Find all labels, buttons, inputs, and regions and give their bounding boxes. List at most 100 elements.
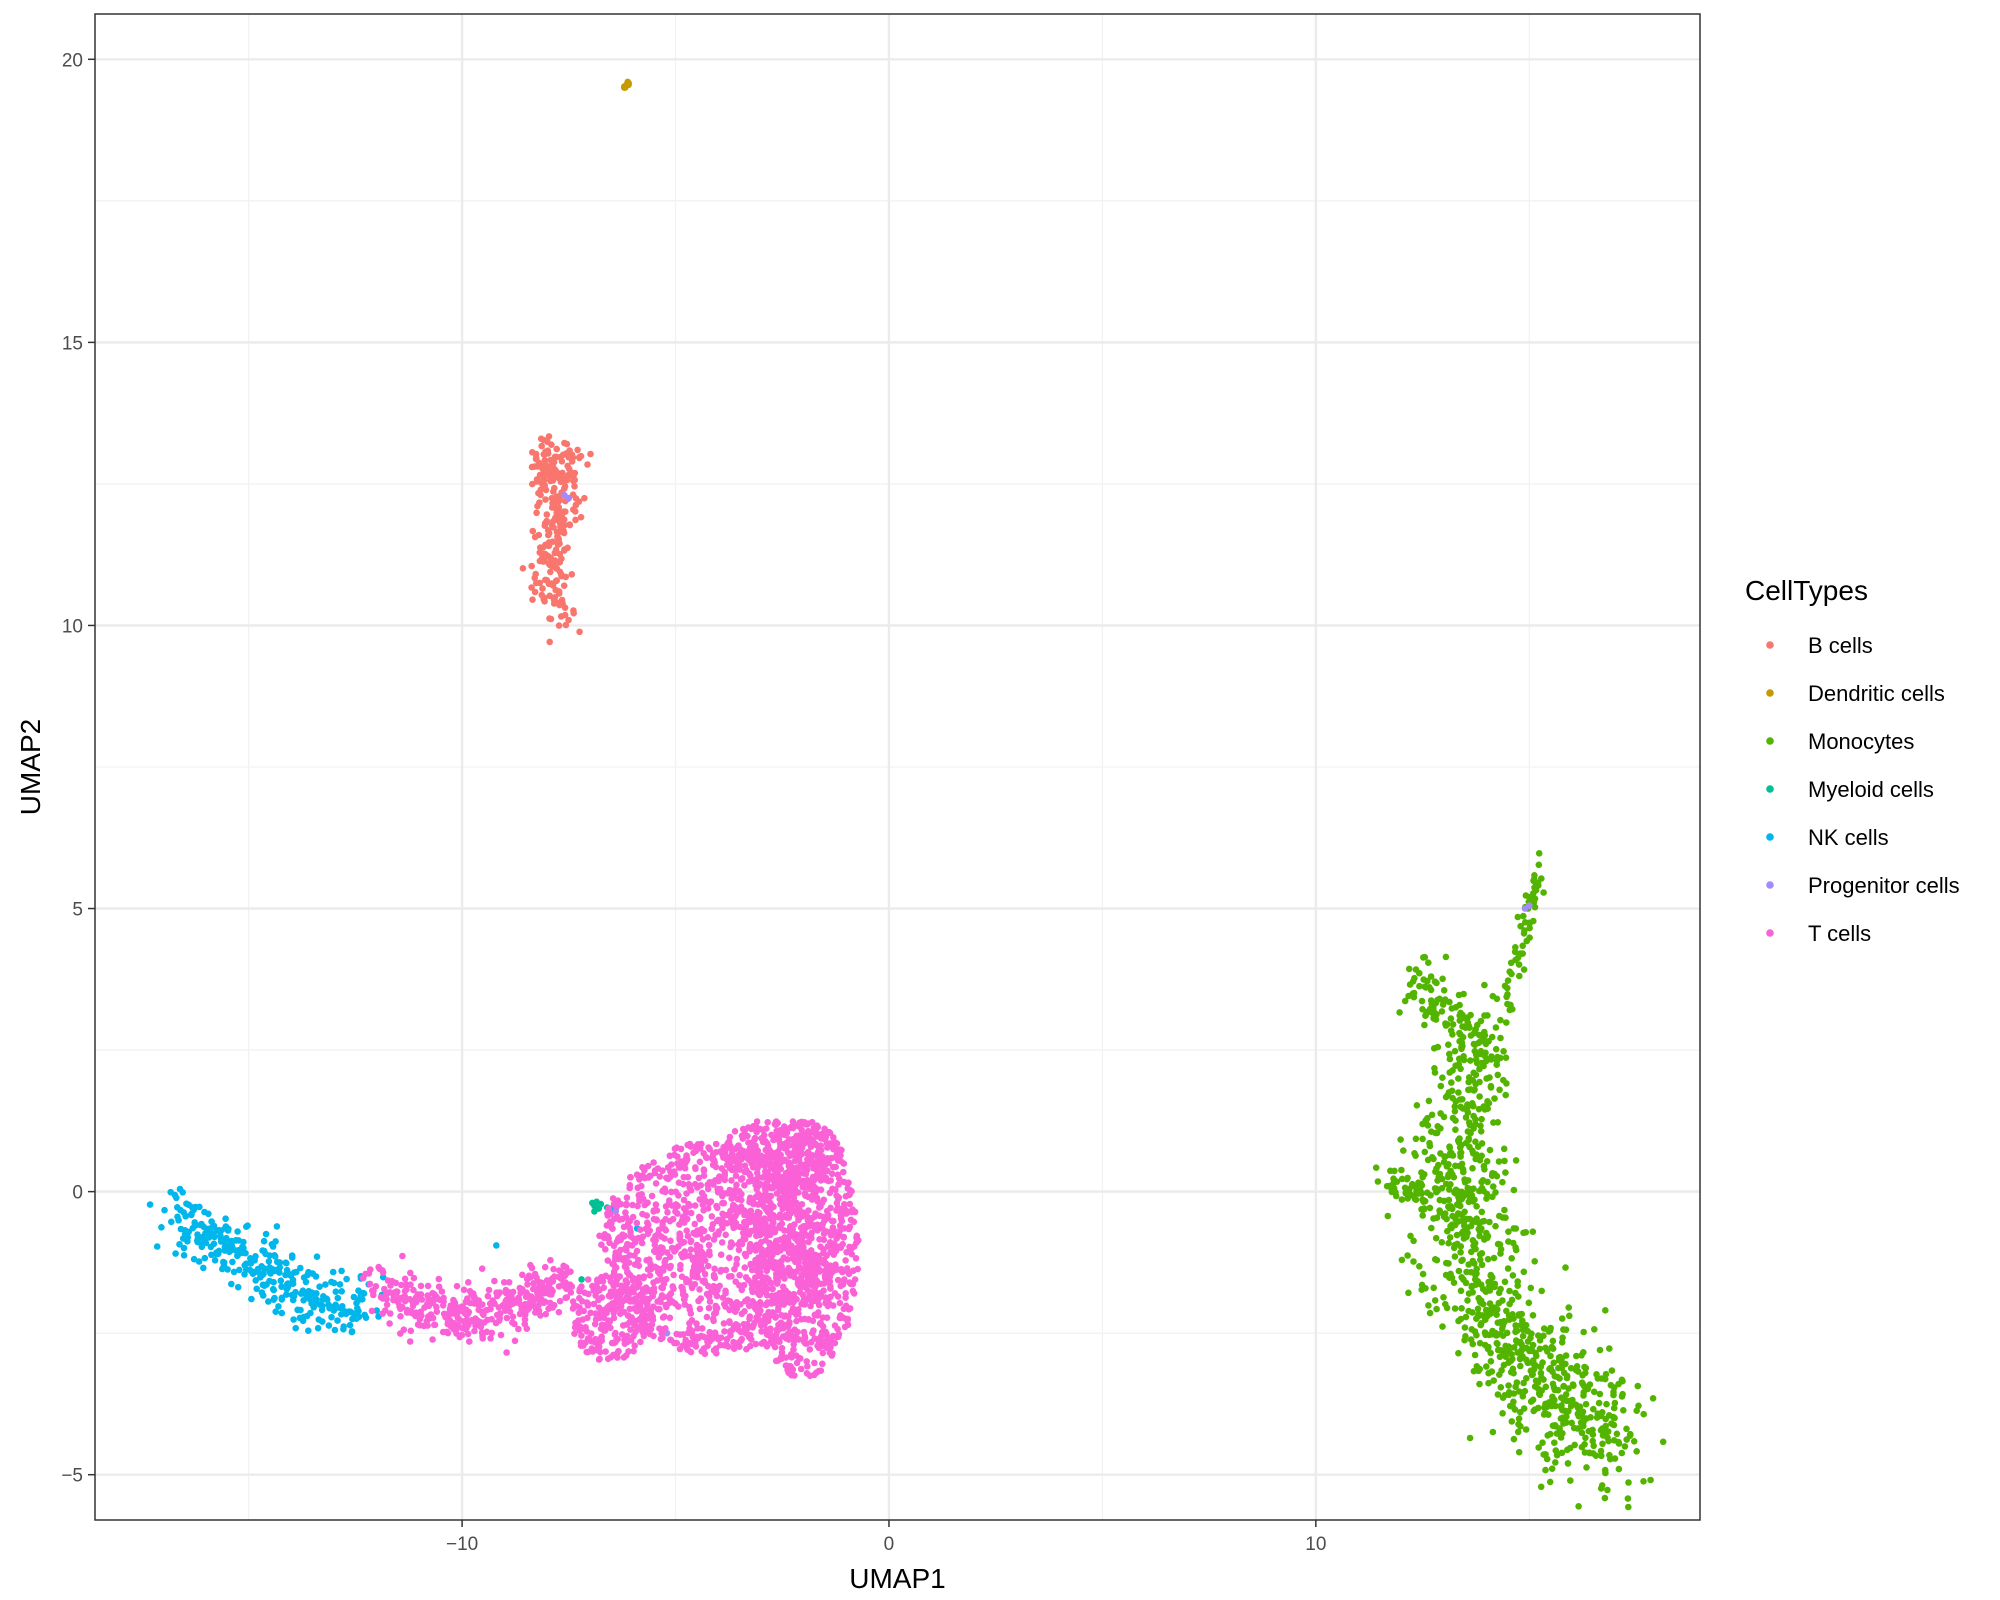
data-point [714,1204,721,1212]
data-point [1506,968,1513,975]
data-point [700,1172,708,1179]
data-point [550,596,558,603]
data-point [1476,1093,1483,1100]
data-point [1537,1483,1545,1491]
data-point [717,1251,725,1258]
data-point [1548,1465,1556,1472]
data-point [848,1188,855,1195]
data-point [1445,1186,1453,1193]
data-point [780,1254,788,1261]
data-point [1520,1268,1528,1276]
data-point [1488,1368,1496,1375]
data-point [1510,1186,1518,1194]
data-point [671,1151,678,1159]
data-point [668,1202,676,1209]
data-point [452,1308,460,1315]
data-point [785,1329,792,1337]
data-point [596,1348,604,1356]
data-point [767,1192,775,1200]
data-point [269,1285,277,1293]
data-point [1472,1271,1479,1279]
data-point [796,1255,803,1263]
data-point [1549,1337,1557,1345]
data-point [1451,1253,1459,1260]
data-point [771,1225,778,1233]
data-point [1430,1015,1438,1022]
data-point [1510,1344,1518,1351]
data-point [828,1338,836,1346]
data-point [535,531,543,539]
data-point [382,1307,389,1314]
data-point [1455,1075,1462,1082]
data-point [637,1338,644,1346]
data-point [1597,1412,1605,1420]
data-point [749,1281,756,1289]
data-point [1604,1428,1612,1435]
data-point [270,1278,277,1286]
data-point [1517,1423,1524,1430]
data-point [532,570,539,578]
data-point [283,1291,290,1298]
data-point [1583,1415,1590,1422]
data-point [657,1298,664,1306]
data-point [1402,1189,1409,1197]
data-point [563,1284,571,1292]
data-point [1542,1466,1549,1474]
data-point [1508,1418,1516,1425]
data-point [1493,1311,1500,1318]
data-point [692,1143,699,1150]
data-point [1602,1469,1609,1477]
data-point [541,598,548,605]
data-point [1578,1352,1585,1359]
data-point [539,544,547,551]
data-point [572,516,579,524]
data-point [738,1310,746,1318]
data-point [814,1198,822,1205]
data-point [719,1199,726,1207]
data-point [632,1328,639,1336]
data-point [1526,902,1533,909]
data-point [346,1321,354,1329]
data-point [1400,1147,1407,1154]
data-point [768,1292,776,1300]
legend-label: Dendritic cells [1808,681,1945,706]
data-point [727,1142,734,1150]
data-point [644,1199,651,1206]
data-point [236,1246,243,1254]
data-point [198,1220,205,1228]
data-point [1496,1086,1503,1094]
data-point [1538,1287,1545,1295]
data-point [540,451,548,458]
data-point [1478,1178,1485,1186]
data-point [1416,982,1423,990]
data-point [533,509,540,517]
data-point [1476,1031,1483,1039]
data-point [230,1268,238,1276]
data-point [567,1268,574,1275]
data-point [556,494,563,502]
data-point [787,1296,794,1304]
data-point [733,1144,741,1151]
data-point [1562,1352,1570,1359]
data-point [1465,1307,1472,1315]
data-point [1474,1305,1482,1313]
data-point [1512,1244,1519,1251]
data-point [666,1314,674,1322]
data-point [228,1280,235,1288]
data-point [601,1327,609,1334]
data-point [803,1167,810,1174]
data-point [684,1173,692,1181]
data-point [292,1324,300,1332]
data-point [815,1301,823,1309]
data-point [1477,1256,1484,1264]
data-point [714,1185,721,1193]
data-point [1476,1380,1483,1388]
data-point [1470,1069,1477,1077]
data-point [545,433,553,440]
data-point [766,1231,774,1239]
data-point [370,1291,377,1299]
data-point [1513,1327,1521,1334]
data-point [1422,1285,1429,1292]
panel-border [94,13,1701,1521]
